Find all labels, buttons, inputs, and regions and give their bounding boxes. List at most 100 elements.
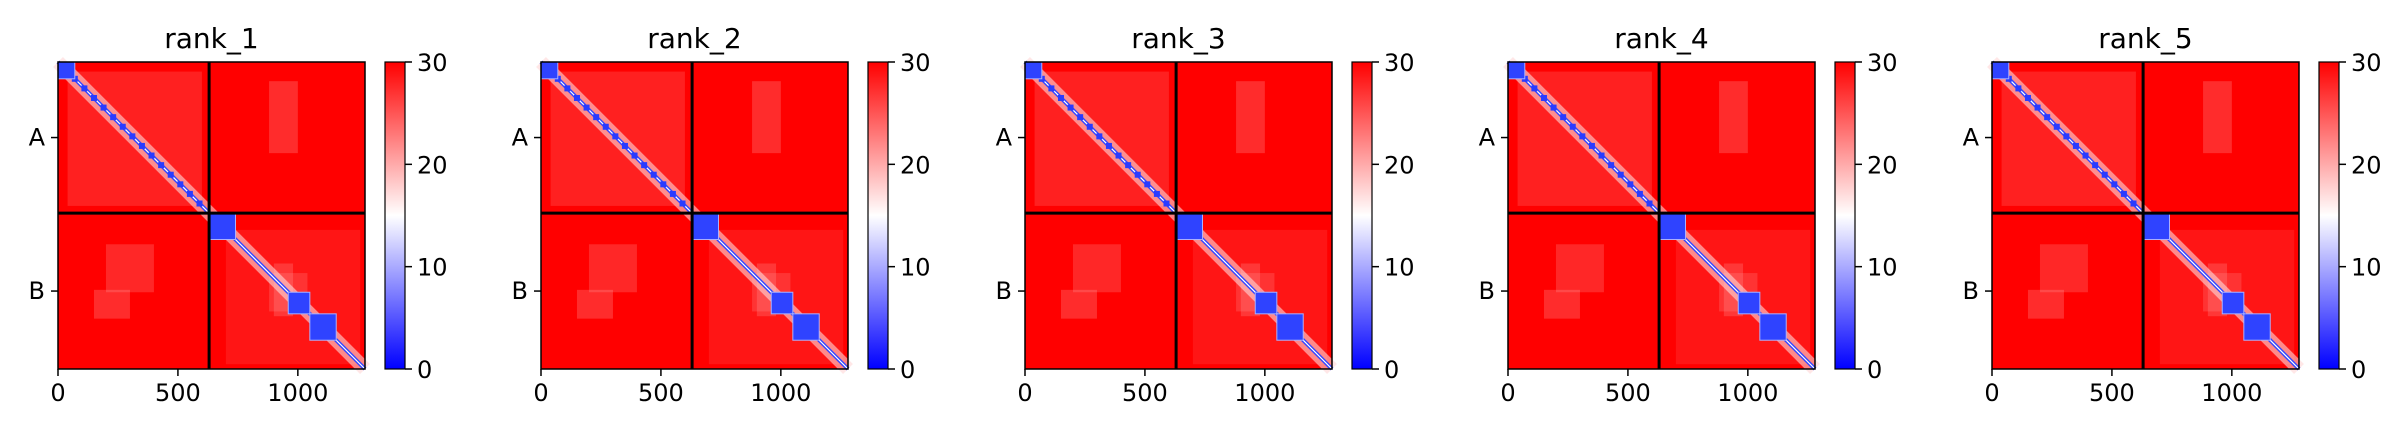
colorbar <box>1834 61 1856 370</box>
diag-block <box>669 190 676 197</box>
texture-patch <box>1555 244 1604 293</box>
colorbar-tick-label: 0 <box>1384 356 1399 384</box>
domain-block <box>309 313 337 341</box>
colorbar-tick-label: 30 <box>1867 49 1898 77</box>
plot-frame <box>57 61 366 370</box>
plot-frame <box>1507 61 1816 370</box>
diag-block <box>1163 200 1170 207</box>
diag-block <box>1588 142 1595 149</box>
x-tick-label: 1000 <box>2201 379 2262 407</box>
x-tick-label: 1000 <box>750 379 811 407</box>
domain-block <box>1759 313 1787 341</box>
heatmap-panel-5: rank_5 0 500 1000 A B 0 10 20 30 <box>1963 22 2382 407</box>
x-tick-label: 1000 <box>1717 379 1778 407</box>
diag-block <box>2053 123 2060 130</box>
diag-block <box>1115 152 1122 159</box>
panel-title: rank_2 <box>647 22 741 55</box>
colorbar <box>2318 61 2340 370</box>
diag-block <box>1560 114 1567 121</box>
diag-block <box>129 133 136 140</box>
x-tick-label: 0 <box>1017 379 1032 407</box>
texture-patch <box>2027 289 2064 319</box>
domain-block <box>57 61 76 80</box>
diag-block <box>2082 152 2089 159</box>
domain-block <box>2243 313 2271 341</box>
x-tick-label: 1000 <box>1234 379 1295 407</box>
diag-block <box>1153 190 1160 197</box>
diag-block <box>2092 162 2099 169</box>
diag-block <box>1540 94 1547 101</box>
domain-block <box>792 313 820 341</box>
texture-patch <box>588 244 637 293</box>
colorbar-tick-label: 10 <box>900 254 931 282</box>
colorbar-tick-label: 20 <box>417 151 448 179</box>
colorbar-tick-label: 20 <box>1384 151 1415 179</box>
colorbar <box>384 61 406 370</box>
colorbar-tick-label: 0 <box>2351 356 2366 384</box>
texture-patch <box>1719 81 1748 154</box>
x-tick-label: 0 <box>1984 379 1999 407</box>
colorbar-tick-label: 0 <box>417 356 432 384</box>
texture-patch <box>1236 81 1265 154</box>
domain-block <box>1737 291 1761 315</box>
x-tick-label: 500 <box>155 379 201 407</box>
panel-title: rank_3 <box>1131 22 1225 55</box>
diag-block <box>1617 171 1624 178</box>
diag-block <box>621 142 628 149</box>
diag-block <box>612 133 619 140</box>
texture-patch <box>1543 289 1580 319</box>
domain-block <box>1991 61 2010 80</box>
diag-block <box>631 152 638 159</box>
colorbar-tick-label: 30 <box>2351 49 2382 77</box>
diag-block <box>186 190 193 197</box>
y-tick-label: A <box>1963 124 1980 152</box>
diag-block <box>1608 162 1615 169</box>
diag-block <box>2130 200 2137 207</box>
domain-block <box>770 291 794 315</box>
heatmap-panel-2: rank_2 0 500 1000 A B 0 10 20 30 <box>512 22 931 407</box>
diag-block <box>2015 85 2022 92</box>
colorbar-tick-label: 30 <box>900 49 931 77</box>
panel-title: rank_4 <box>1614 22 1708 55</box>
colorbar-tick-label: 20 <box>2351 151 2382 179</box>
x-tick-label: 500 <box>638 379 684 407</box>
heatmap-panel-3: rank_3 0 500 1000 A B 0 10 20 30 <box>996 22 1415 407</box>
texture-patch <box>2039 244 2088 293</box>
diag-block <box>110 114 117 121</box>
diag-block <box>148 152 155 159</box>
domain-block <box>540 61 559 80</box>
x-tick-label: 500 <box>2089 379 2135 407</box>
texture-patch <box>1060 289 1097 319</box>
panel-title: rank_5 <box>2098 22 2192 55</box>
colorbar-tick-label: 10 <box>417 254 448 282</box>
diag-block <box>196 200 203 207</box>
colorbar <box>867 61 889 370</box>
diag-block <box>602 123 609 130</box>
diag-block <box>650 171 657 178</box>
plot-frame <box>540 61 849 370</box>
diag-block <box>2034 104 2041 111</box>
colorbar-tick-label: 20 <box>1867 151 1898 179</box>
y-tick-label: A <box>1479 124 1496 152</box>
domain-block <box>287 291 311 315</box>
texture-patch <box>752 81 781 154</box>
y-tick-label: A <box>29 124 46 152</box>
diag-block <box>177 181 184 188</box>
colorbar-tick-label: 10 <box>1384 254 1415 282</box>
texture-patch <box>269 81 298 154</box>
diag-block <box>583 104 590 111</box>
diag-block <box>1057 94 1064 101</box>
diag-block <box>1105 142 1112 149</box>
x-tick-label: 500 <box>1122 379 1168 407</box>
diag-block <box>593 114 600 121</box>
diag-block <box>2101 171 2108 178</box>
y-tick-label: B <box>1479 277 1495 305</box>
diag-block <box>1067 104 1074 111</box>
x-tick-label: 0 <box>50 379 65 407</box>
heatmap-panel-4: rank_4 0 500 1000 A B 0 10 20 30 <box>1479 22 1898 407</box>
diag-block <box>119 123 126 130</box>
texture-patch <box>576 289 613 319</box>
diag-block <box>564 85 571 92</box>
diag-block <box>167 171 174 178</box>
